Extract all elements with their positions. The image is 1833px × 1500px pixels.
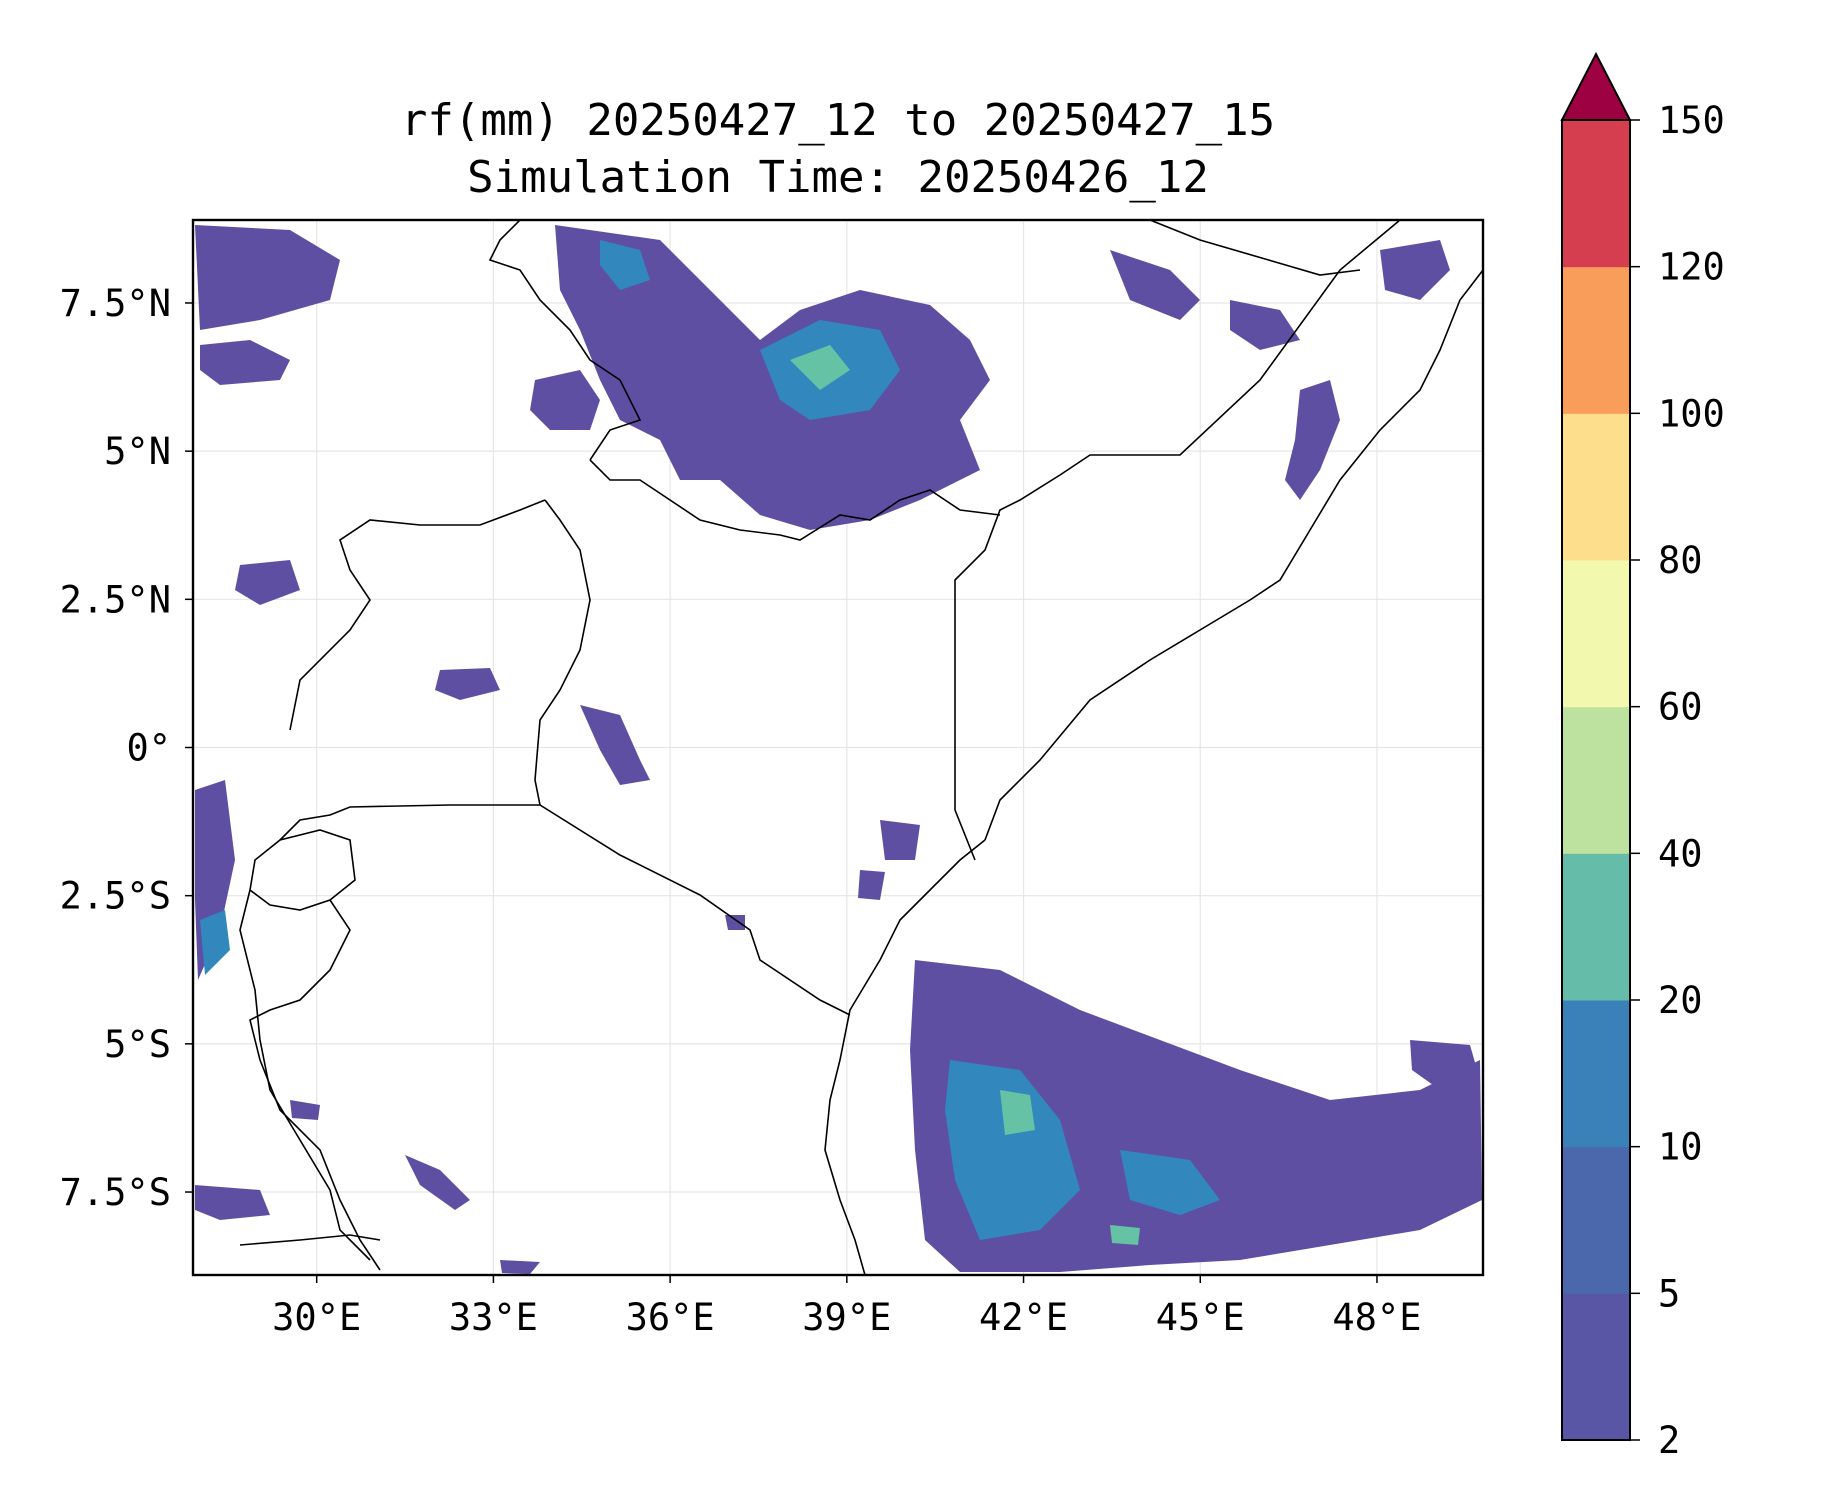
- lat-tick-label: 7.5°S: [60, 1171, 171, 1214]
- lat-tick-label: 2.5°N: [60, 578, 171, 621]
- border-tanzania-south: [239, 1234, 381, 1246]
- rain-cell: [580, 705, 650, 785]
- colorbar-tick-label: 80: [1658, 539, 1703, 582]
- map-title-line1: rf(mm) 20250427_12 to 20250427_15: [401, 95, 1275, 146]
- lat-tick-label: 0°: [126, 727, 171, 770]
- border-lake-tanganyika: [239, 889, 371, 1261]
- colorbar-tick-label: 60: [1658, 686, 1703, 729]
- colorbar-segment: [1562, 560, 1630, 708]
- rain-cell: [1000, 1090, 1035, 1135]
- colorbar-segment: [1562, 120, 1630, 268]
- rainfall-field: [195, 225, 1482, 1274]
- colorbar-tick-label: 20: [1658, 979, 1703, 1022]
- colorbar-tick-label: 120: [1658, 246, 1725, 289]
- colorbar-tick-label: 2: [1658, 1419, 1680, 1462]
- colorbar-segment: [1562, 853, 1630, 1001]
- rain-cell: [1285, 380, 1340, 500]
- colorbar-segment: [1562, 1293, 1630, 1441]
- lat-tick-label: 2.5°S: [60, 875, 171, 918]
- border-tanzania-north: [279, 804, 540, 841]
- border-rwanda-burundi: [249, 829, 356, 911]
- border-tanzania-west: [249, 899, 381, 1271]
- rain-cell: [945, 1060, 1080, 1240]
- rain-cell: [880, 820, 920, 860]
- coastline-east-africa: [824, 839, 986, 1275]
- border-kenya-ethiopia: [589, 459, 1001, 541]
- rain-cell: [195, 1185, 270, 1220]
- lat-tick-label: 5°S: [104, 1023, 171, 1066]
- lon-tick-label: 48°E: [1332, 1296, 1421, 1339]
- colorbar-segment: [1562, 266, 1630, 414]
- rain-cell: [858, 870, 885, 900]
- lon-tick-label: 30°E: [272, 1296, 361, 1339]
- longitude-axis: 30°E 33°E 36°E 39°E 42°E 45°E 48°E: [272, 1275, 1422, 1339]
- lat-tick-label: 7.5°N: [60, 282, 171, 325]
- latitude-axis: 7.5°N 5°N 2.5°N 0° 2.5°S 5°S 7.5°S: [60, 282, 193, 1214]
- colorbar-tick-label: 5: [1658, 1272, 1680, 1315]
- rain-cell: [1230, 300, 1300, 350]
- colorbar-tick-label: 10: [1658, 1126, 1703, 1169]
- lon-tick-label: 36°E: [626, 1296, 715, 1339]
- colorbar-extend-arrow: [1560, 51, 1632, 121]
- rain-cell: [200, 910, 230, 975]
- rain-cell: [1380, 240, 1450, 300]
- map-panel: [191, 218, 1485, 1277]
- colorbar-segment: [1562, 706, 1630, 854]
- colorbar-tick-label: 40: [1658, 832, 1703, 875]
- lon-tick-label: 42°E: [979, 1296, 1068, 1339]
- rain-cell: [235, 560, 300, 605]
- border-uganda-southsudan: [289, 499, 546, 731]
- rain-cell: [195, 225, 340, 330]
- colorbar-segment: [1562, 1146, 1630, 1294]
- coastline-somalia: [984, 269, 1483, 841]
- rain-cell: [600, 240, 650, 290]
- rain-cell: [500, 1260, 540, 1274]
- rain-cell: [1120, 1150, 1220, 1215]
- border-ethiopia-somalia-top: [1149, 220, 1361, 276]
- border-kenya-somalia: [954, 220, 1401, 861]
- lon-tick-label: 45°E: [1156, 1296, 1245, 1339]
- rain-cell: [1110, 250, 1200, 320]
- border-kenya-tanzania: [539, 804, 851, 1016]
- rain-cell: [725, 915, 745, 930]
- rain-cell: [290, 1100, 320, 1120]
- lon-tick-label: 39°E: [802, 1296, 891, 1339]
- rain-cell: [530, 370, 600, 430]
- rain-cell: [405, 1155, 470, 1210]
- rain-cell: [790, 345, 850, 390]
- lon-tick-label: 33°E: [449, 1296, 538, 1339]
- country-borders: [239, 220, 1483, 1275]
- colorbar: 2 5 10 20 40 60 80 100 120 150: [1560, 51, 1725, 1462]
- rain-cell: [200, 340, 290, 385]
- colorbar-segment: [1562, 413, 1630, 561]
- colorbar-frame: [1561, 119, 1631, 1441]
- colorbar-tick-label: 150: [1658, 99, 1725, 142]
- lat-tick-label: 5°N: [104, 430, 171, 473]
- map-title-line2: Simulation Time: 20250426_12: [467, 152, 1209, 203]
- rain-cell: [1110, 1225, 1140, 1245]
- colorbar-tick-label: 100: [1658, 392, 1725, 435]
- rain-cell: [435, 668, 500, 700]
- colorbar-segment: [1562, 1000, 1630, 1148]
- border-kenya-uganda: [534, 499, 591, 806]
- border-ethiopia-southsudan: [488, 220, 642, 461]
- rain-cell: [1410, 1040, 1480, 1090]
